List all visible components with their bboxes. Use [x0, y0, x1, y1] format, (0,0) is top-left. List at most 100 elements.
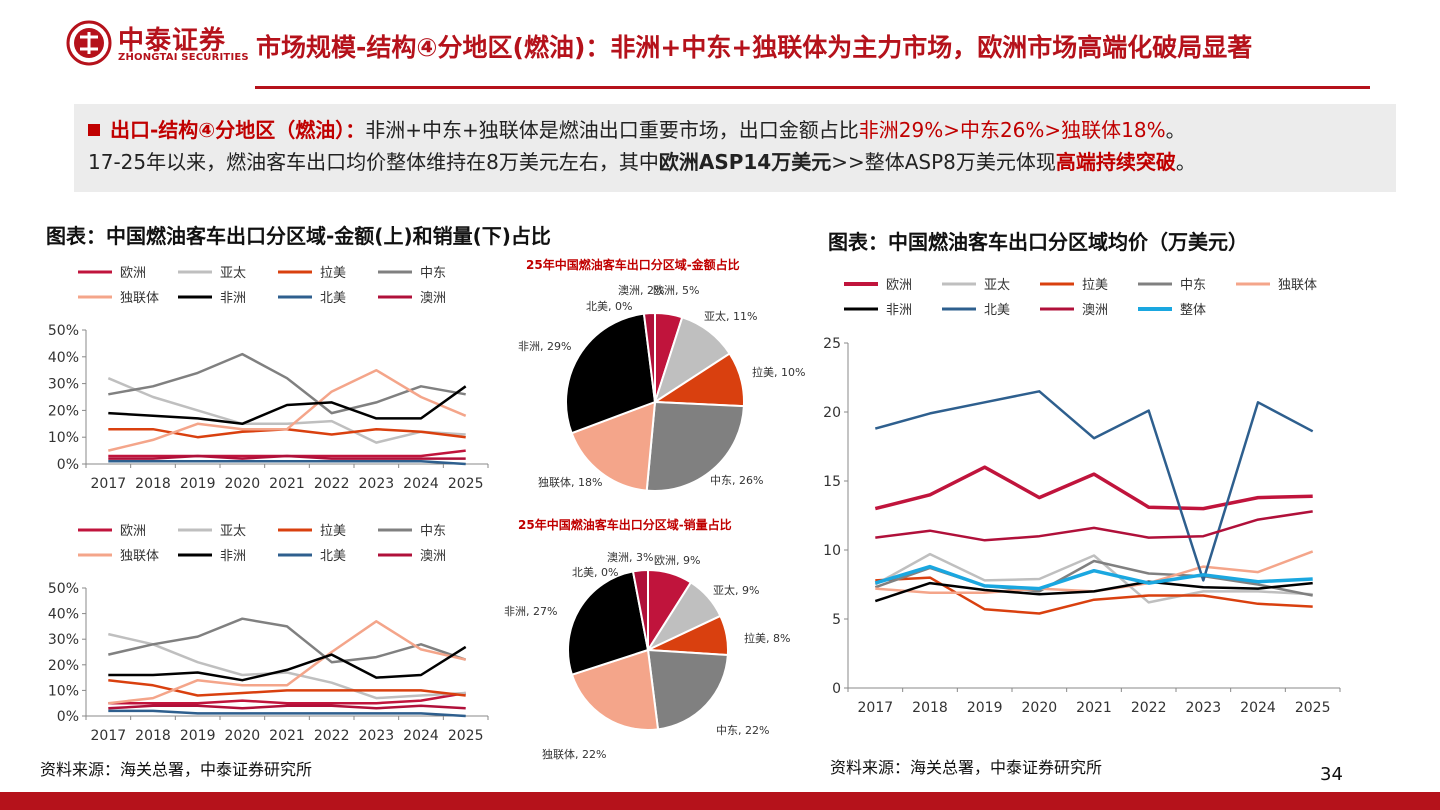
x-tick-label: 2021 [269, 476, 305, 492]
summary-text-c: >>整体ASP8万美元体现 [831, 150, 1056, 174]
series-line-拉美 [108, 678, 466, 697]
legend-label-中东: 中东 [420, 266, 446, 281]
y-tick-label: 5 [832, 612, 841, 628]
series-line-亚太 [107, 377, 466, 444]
page-number: 34 [1320, 764, 1343, 785]
x-tick-label: 2019 [180, 476, 216, 492]
summary-line-2: 17-25年以来，燃油客车出口均价整体维持在8万美元左右，其中欧洲ASP14万美… [88, 146, 1196, 175]
legend-label-北美: 北美 [320, 549, 346, 564]
legend-label-欧洲: 欧洲 [120, 524, 146, 539]
summary-europe-asp: 欧洲ASP14万美元 [658, 150, 832, 174]
x-tick-label: 2018 [135, 728, 171, 744]
legend-label-澳洲: 澳洲 [420, 290, 446, 306]
pie-label-北美: 北美, 0% [586, 300, 632, 313]
legend-label-北美: 北美 [984, 303, 1010, 318]
series-line-中东 [108, 617, 467, 664]
y-tick-label: 30% [48, 632, 79, 648]
x-tick-label: 2022 [1131, 700, 1167, 716]
y-tick-label: 10% [48, 683, 79, 699]
legend-label-非洲: 非洲 [220, 291, 246, 306]
amount-share-pie-chart: 欧洲, 5% 亚太, 11% 拉美, 10% 中东, 26% 独联体, 18% 非洲, 2… [518, 284, 805, 492]
x-tick-label: 2017 [91, 728, 127, 744]
x-tick-label: 2023 [1186, 700, 1222, 716]
legend-label-独联体: 独联体 [1278, 278, 1317, 293]
pie-slice-独联体 [570, 400, 657, 492]
y-tick-label: 30% [48, 377, 79, 393]
series-line-非洲 [874, 580, 1313, 603]
series-line-中东 [108, 352, 466, 415]
x-tick-label: 2022 [314, 476, 350, 492]
pie-label-独联体: 独联体, 22% [542, 747, 606, 761]
y-tick-label: 50% [48, 323, 79, 339]
series-line-北美 [874, 390, 1314, 582]
series-line-整体 [874, 564, 1313, 591]
x-tick-label: 2019 [967, 700, 1003, 716]
x-tick-label: 2017 [91, 476, 127, 492]
pie-label-欧洲: 欧洲, 9% [654, 554, 700, 567]
y-tick-label: 15 [823, 474, 841, 490]
source-note-right: 资料来源：海关总署，中泰证券研究所 [830, 758, 1103, 777]
series-line-亚太 [108, 632, 466, 700]
volume-pie-title: 25年中国燃油客车出口分区域-销量占比 [518, 518, 732, 532]
top-strip [0, 0, 1440, 6]
series-line-澳洲 [875, 510, 1313, 542]
y-tick-label: 25 [823, 336, 841, 352]
y-tick-label: 10% [48, 430, 79, 446]
bullet-square-icon [88, 124, 100, 136]
pie-label-非洲: 非洲, 27% [504, 605, 557, 618]
volume-share-pie-chart: 欧洲, 9% 亚太, 9% 拉美, 8% 中东, 22% 独联体, 22% 非洲, 27%… [504, 551, 790, 761]
pie-label-独联体: 独联体, 18% [538, 475, 602, 489]
pie-slice-澳洲 [631, 568, 649, 651]
x-tick-label: 2020 [225, 476, 261, 492]
pie-label-非洲: 非洲, 29% [518, 340, 571, 353]
logo-mark-icon [66, 20, 112, 66]
pie-slice-澳洲 [642, 311, 656, 403]
summary-highlight: 非洲29%>中东26%>独联体18% [858, 118, 1166, 142]
legend-label-整体: 整体 [1180, 303, 1206, 318]
summary-text-end: 。 [1165, 118, 1186, 142]
legend-label-亚太: 亚太 [220, 524, 246, 539]
pie-label-澳洲: 澳洲, 2% [618, 284, 664, 297]
x-tick-label: 2018 [135, 476, 171, 492]
pie-slice-中东 [645, 400, 745, 492]
y-tick-label: 20% [48, 658, 79, 674]
x-tick-label: 2025 [1295, 700, 1331, 716]
legend-label-拉美: 拉美 [320, 266, 346, 281]
pie-label-中东: 中东, 22% [716, 724, 769, 737]
x-tick-label: 2021 [269, 728, 305, 744]
y-tick-label: 50% [48, 581, 79, 597]
legend-label-北美: 北美 [320, 291, 346, 306]
x-tick-label: 2024 [403, 728, 439, 744]
left-chart-title: 图表：中国燃油客车出口分区域-金额(上)和销量(下)占比 [46, 224, 551, 248]
pie-label-中东: 中东, 26% [710, 474, 763, 487]
series-line-欧洲 [108, 691, 466, 705]
legend-label-非洲: 非洲 [220, 549, 246, 564]
pie-label-欧洲: 欧洲, 5% [653, 284, 699, 297]
legend-label-澳洲: 澳洲 [1082, 302, 1108, 318]
summary-text-e: 。 [1175, 150, 1196, 174]
x-tick-label: 2023 [359, 728, 395, 744]
x-tick-label: 2019 [180, 728, 216, 744]
amount-pie-title: 25年中国燃油客车出口分区域-金额占比 [526, 258, 740, 272]
y-tick-label: 10 [823, 543, 841, 559]
y-tick-label: 0% [57, 457, 79, 473]
series-line-非洲 [108, 385, 467, 426]
legend-label-独联体: 独联体 [120, 291, 159, 306]
legend-label-亚太: 亚太 [220, 266, 246, 281]
source-note-left: 资料来源：海关总署，中泰证券研究所 [40, 760, 313, 779]
pie-label-亚太: 亚太, 11% [704, 310, 757, 323]
legend-label-拉美: 拉美 [1082, 278, 1108, 293]
pie-label-亚太: 亚太, 9% [713, 584, 759, 597]
series-line-北美 [108, 460, 466, 466]
series-line-澳洲 [108, 454, 466, 460]
legend-label-非洲: 非洲 [886, 303, 912, 318]
legend-label-中东: 中东 [420, 524, 446, 539]
pie-slice-非洲 [567, 570, 650, 676]
x-tick-label: 2020 [225, 728, 261, 744]
legend-label-欧洲: 欧洲 [886, 278, 912, 293]
summary-line-1: 出口-结构④分地区（燃油）：非洲+中东+独联体是燃油出口重要市场，出口金额占比非… [88, 114, 1186, 143]
page-title: 市场规模-结构④分地区(燃油)：非洲+中东+独联体为主力市场，欧洲市场高端化破局… [256, 33, 1253, 62]
